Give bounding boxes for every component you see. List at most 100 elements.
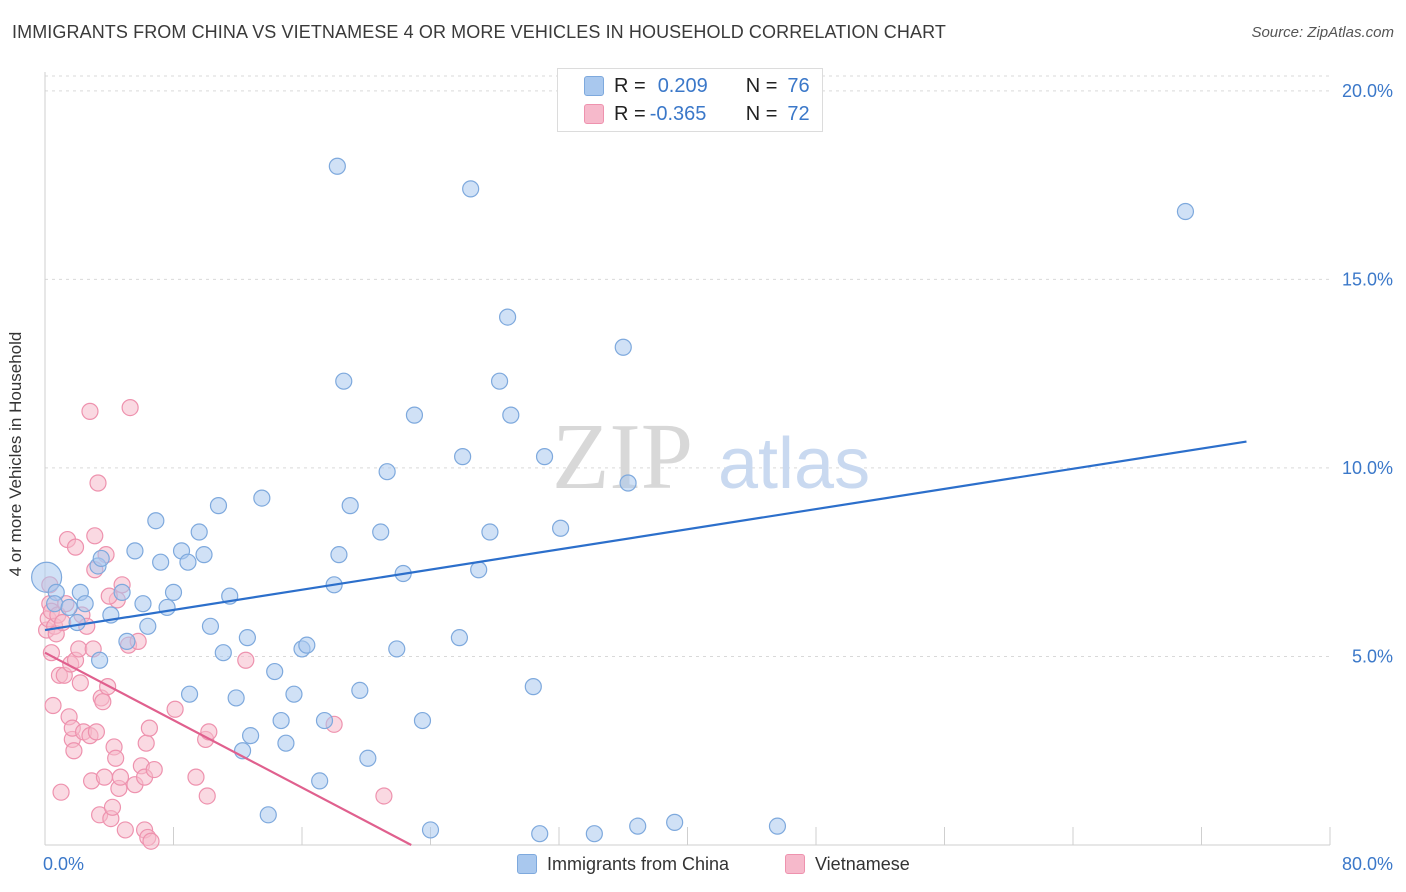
china-point <box>524 678 542 696</box>
vietnamese-point <box>166 700 184 718</box>
y-axis-title: 4 or more Vehicles in Household <box>6 331 25 577</box>
legend-row-viet: R = -0.365 N = 72 <box>558 100 810 128</box>
x-tick-label: 80.0% <box>1342 854 1393 874</box>
china-point <box>405 406 424 424</box>
china-point <box>242 727 260 745</box>
vietnamese-point <box>89 474 107 492</box>
china-point <box>152 553 170 571</box>
watermark-atlas: atlas <box>718 424 870 504</box>
china-points <box>31 157 1195 843</box>
china-point <box>619 474 637 492</box>
china-point <box>535 448 554 466</box>
vietnamese-point <box>111 768 130 786</box>
china-point <box>91 651 109 669</box>
vietnamese-trend-line <box>44 651 412 846</box>
vietnamese-point <box>94 693 112 711</box>
china-point <box>372 523 390 541</box>
china-point <box>585 825 603 843</box>
china-point <box>179 553 197 571</box>
legend-n-label: N = <box>745 74 778 97</box>
china-point <box>253 489 271 507</box>
viet-swatch <box>584 104 604 124</box>
china-point <box>92 549 110 568</box>
china-point <box>413 711 432 730</box>
china-point <box>450 629 469 647</box>
china-point <box>164 583 183 601</box>
china-point <box>201 617 220 635</box>
china-point <box>134 595 152 613</box>
legend-r-label: R = <box>614 102 646 125</box>
china-point <box>259 806 277 824</box>
china-point <box>147 512 165 530</box>
china-point <box>190 523 208 541</box>
vietnamese-point <box>71 674 89 692</box>
china-point <box>462 180 480 198</box>
china-point <box>335 372 353 390</box>
vietnamese-point <box>66 538 85 556</box>
china-point <box>180 685 199 703</box>
china-point <box>60 598 78 617</box>
vietnamese-point <box>86 527 104 545</box>
vietnamese-point <box>137 734 155 752</box>
china-point <box>298 636 316 654</box>
vietnamese-point <box>198 787 216 805</box>
china-point <box>68 613 86 632</box>
vietnamese-point <box>375 787 393 805</box>
vietnamese-point <box>52 783 70 801</box>
china-point <box>388 640 406 658</box>
china-point <box>311 772 329 790</box>
vietnamese-point <box>107 749 125 767</box>
legend-n-label: N = <box>745 102 778 125</box>
y-tick-label: 20.0% <box>1342 81 1393 101</box>
china-point <box>195 546 213 564</box>
vietnamese-point <box>121 398 139 417</box>
china-point <box>227 689 245 707</box>
china-point <box>421 821 440 839</box>
china-point <box>328 157 346 175</box>
watermark: ZIP atlas <box>552 405 870 509</box>
y-tick-label: 10.0% <box>1342 458 1393 478</box>
legend-row-china: R = 0.209 N = 76 <box>558 72 810 100</box>
china-point <box>330 546 348 564</box>
china-trend-line <box>44 440 1247 632</box>
china-point <box>214 644 232 662</box>
legend-n-value: 72 <box>787 102 810 125</box>
china-point <box>768 817 787 835</box>
china-point <box>139 617 157 635</box>
china-point <box>46 595 64 613</box>
source-credit: Source: ZipAtlas.com <box>1251 24 1394 41</box>
vietnamese-point <box>70 640 88 658</box>
china-point <box>266 662 284 681</box>
china-swatch <box>584 76 604 96</box>
grid-lines <box>45 75 1330 657</box>
vietnamese-point <box>142 832 160 850</box>
china-point <box>502 406 520 424</box>
vietnamese-point <box>44 696 62 715</box>
china-point <box>552 519 570 537</box>
china-point <box>126 542 144 560</box>
tick-labels: 5.0% 10.0% 15.0% 20.0% 0.0% 80.0% <box>43 81 1393 874</box>
china-point <box>454 448 472 466</box>
viet-legend-swatch <box>785 854 805 874</box>
vietnamese-point <box>140 719 159 737</box>
china-point <box>76 595 94 613</box>
vietnamese-point <box>116 821 134 839</box>
china-point <box>341 497 359 515</box>
china-point <box>285 685 303 703</box>
legend-r-value: 0.209 <box>657 74 708 97</box>
legend-label-china: Immigrants from China <box>547 853 730 874</box>
china-point <box>277 734 295 752</box>
vietnamese-point <box>87 723 106 741</box>
china-point <box>272 711 290 730</box>
china-point <box>351 681 369 700</box>
china-point <box>1176 202 1195 221</box>
vietnamese-point <box>200 723 218 741</box>
vietnamese-point <box>145 760 163 779</box>
vietnamese-point <box>42 644 61 662</box>
axes <box>44 72 1331 846</box>
vietnamese-point <box>81 402 99 420</box>
china-point <box>315 711 334 730</box>
china-point <box>209 497 228 515</box>
china-point <box>666 813 684 831</box>
china-point <box>499 308 517 326</box>
